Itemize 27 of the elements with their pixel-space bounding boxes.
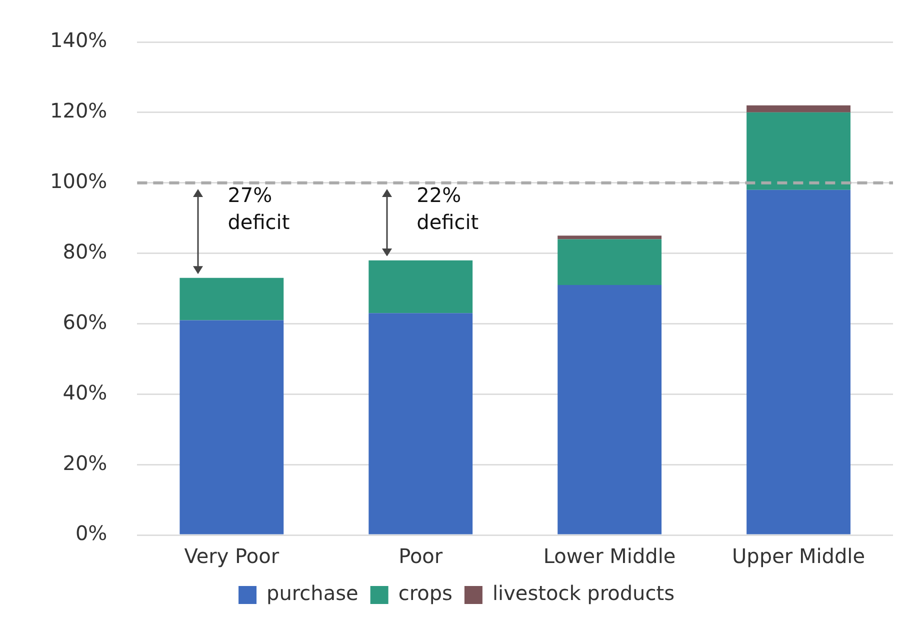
bar bbox=[558, 236, 662, 240]
y-tick-label: 140% bbox=[50, 28, 108, 52]
annotation: 22% deficit bbox=[416, 183, 479, 234]
legend-label: livestock products bbox=[492, 581, 674, 606]
annotation: 27% deficit bbox=[228, 183, 290, 234]
bar bbox=[558, 284, 662, 534]
y-tick-label: 80% bbox=[62, 239, 108, 264]
y-tick-label: 120% bbox=[50, 98, 108, 123]
x-tick-label: Lower Middle bbox=[543, 544, 676, 568]
y-tick-label: 100% bbox=[50, 169, 108, 194]
x-tick-label: Very Poor bbox=[184, 544, 280, 568]
y-tick-label: 40% bbox=[62, 380, 108, 404]
bar bbox=[746, 105, 850, 112]
bar bbox=[368, 260, 473, 314]
legend-label: purchase bbox=[266, 581, 358, 606]
x-tick-label: Poor bbox=[398, 544, 444, 568]
legend-label: crops bbox=[398, 581, 452, 606]
y-tick-label: 0% bbox=[75, 521, 108, 546]
bar bbox=[368, 313, 473, 534]
bar bbox=[180, 320, 284, 534]
x-tick-label: Upper Middle bbox=[732, 544, 866, 568]
y-tick-label: 20% bbox=[62, 450, 108, 475]
bar bbox=[180, 278, 284, 320]
bar bbox=[746, 190, 850, 534]
bar bbox=[558, 239, 662, 285]
y-tick-label: 60% bbox=[62, 310, 108, 334]
bar bbox=[746, 112, 850, 190]
